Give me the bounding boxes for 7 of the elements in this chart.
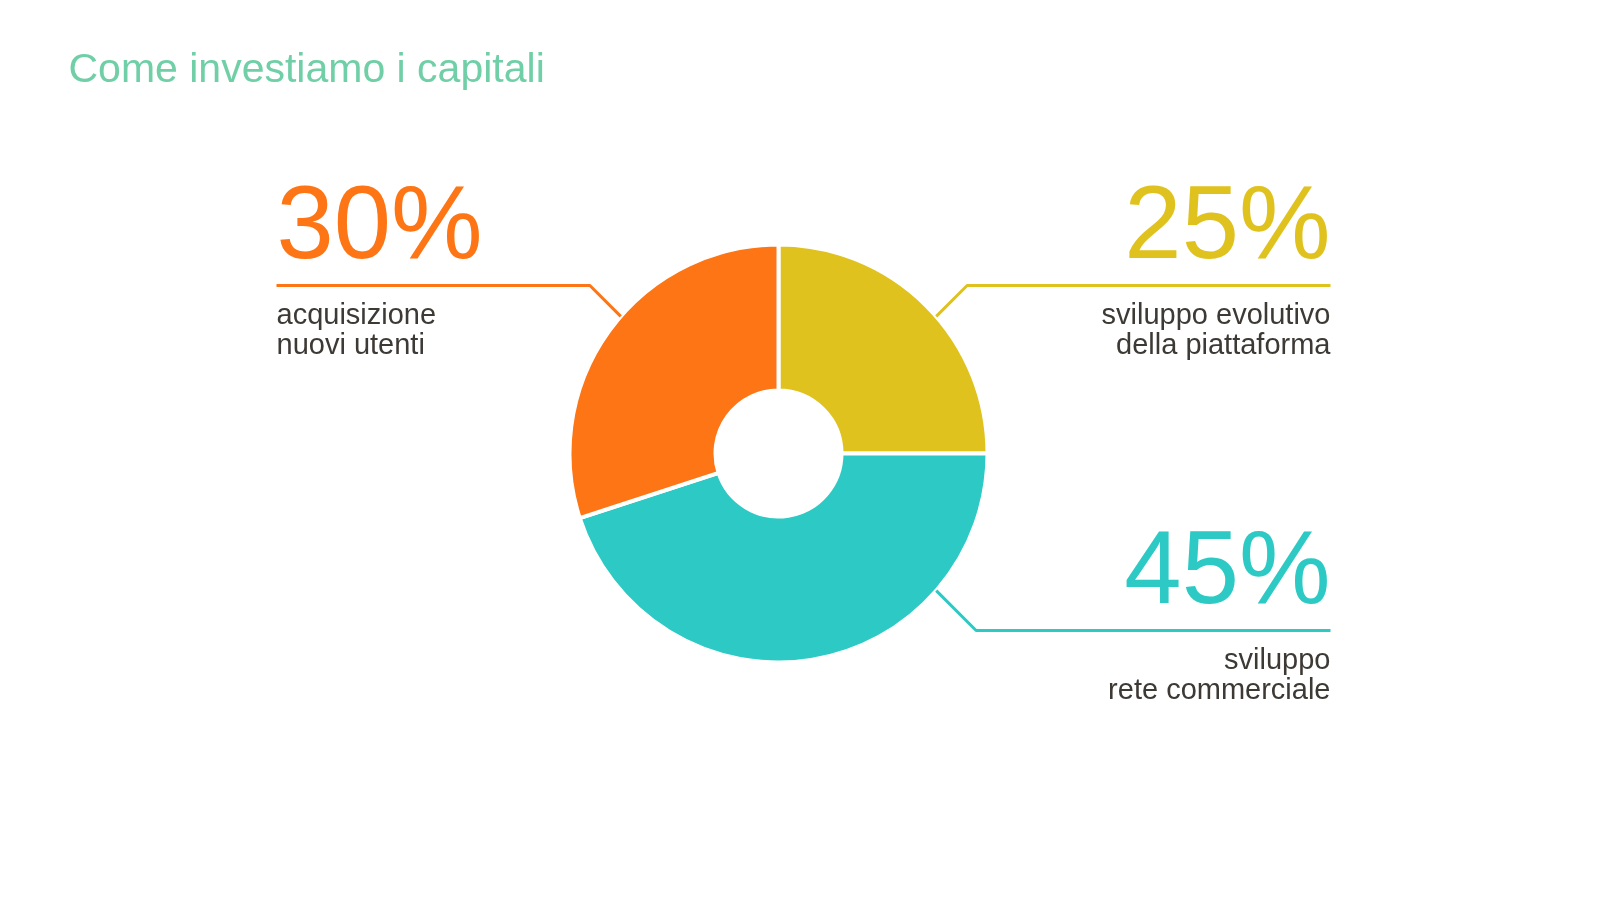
- chart-title: Come investiamo i capitali: [68, 44, 545, 91]
- slice-label: acquisizione nuovi utenti: [276, 297, 437, 360]
- slice-label: sviluppo evolutivo della piattaforma: [1101, 297, 1332, 360]
- slice-label: sviluppo rete commerciale: [1108, 642, 1331, 705]
- data-label: 30%: [276, 164, 483, 280]
- data-label: 45%: [1124, 509, 1331, 625]
- data-label: 25%: [1124, 164, 1331, 280]
